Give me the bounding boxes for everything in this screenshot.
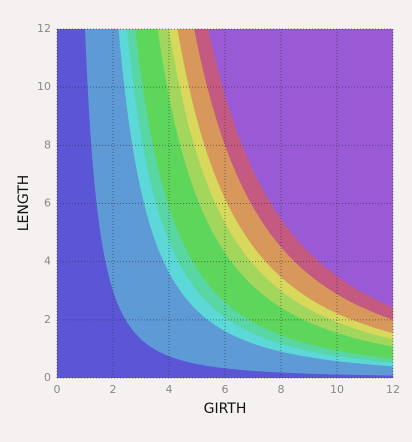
y-tick-label: 4	[44, 255, 51, 268]
x-tick-label: 4	[166, 383, 173, 396]
grid	[56, 28, 394, 379]
x-tick-label: 6	[222, 383, 229, 396]
x-tick-label: 8	[278, 383, 285, 396]
y-tick-label: 6	[44, 197, 51, 210]
band	[57, 29, 393, 378]
y-tick-label: 0	[44, 371, 51, 384]
band	[57, 29, 393, 378]
x-tick-label: 10	[330, 383, 344, 396]
y-tick-label: 8	[44, 138, 51, 151]
x-tick-label: 2	[110, 383, 117, 396]
y-tick-label: 10	[37, 80, 51, 93]
y-tick-label: 2	[44, 313, 51, 326]
y-tick-label: 12	[37, 22, 51, 35]
y-axis-label: LENGTH	[16, 175, 32, 232]
x-tick-label: 12	[386, 383, 400, 396]
x-axis-label: GIRTH	[204, 401, 247, 417]
x-tick-label: 0	[54, 383, 61, 396]
